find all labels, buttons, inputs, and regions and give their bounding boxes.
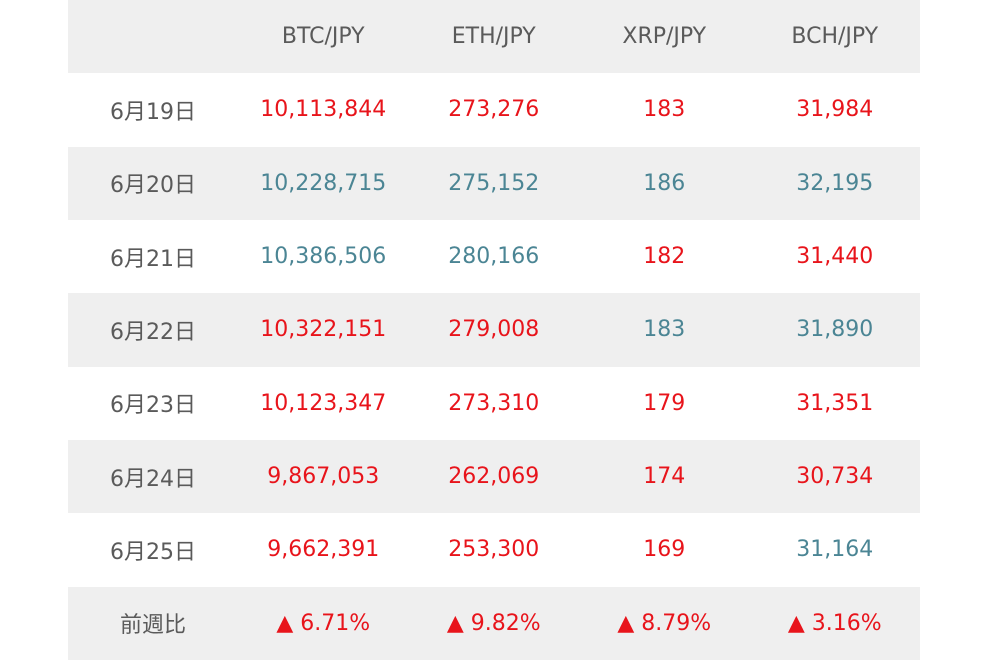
row-label: 6月24日 (110, 466, 196, 492)
row-label: 6月19日 (110, 99, 196, 125)
row-label: 6月22日 (110, 319, 196, 345)
price-cell: 31,164 (796, 537, 874, 563)
price-cell: 9,662,391 (267, 537, 380, 563)
price-cell: 31,351 (796, 390, 874, 416)
table-row: 前週比 ▲ 6.71% ▲ 9.82% ▲ 8.79% ▲ 3.16% (68, 586, 920, 660)
row-label: 6月20日 (110, 173, 196, 199)
price-cell: 9,867,053 (267, 464, 380, 490)
table-row: 6月22日 10,322,151 279,008 183 31,890 (68, 293, 920, 367)
table-row: 6月21日 10,386,506 280,166 182 31,440 (68, 220, 920, 293)
price-cell: 262,069 (448, 464, 540, 490)
table-row: 6月20日 10,228,715 275,152 186 32,195 (68, 146, 920, 220)
price-cell: 32,195 (796, 170, 874, 196)
price-cell: 182 (643, 244, 686, 270)
price-cell: 31,890 (796, 317, 874, 343)
price-cell: 10,113,844 (260, 97, 387, 123)
price-cell: ▲ 3.16% (787, 610, 882, 636)
row-label: 6月25日 (110, 539, 196, 565)
price-cell: 30,734 (796, 464, 874, 490)
row-label: 6月21日 (110, 246, 196, 272)
price-cell: 10,228,715 (260, 170, 387, 196)
price-cell: ▲ 6.71% (276, 610, 371, 636)
price-cell: 169 (643, 537, 686, 563)
price-cell: ▲ 8.79% (617, 610, 712, 636)
row-label: 6月23日 (110, 393, 196, 419)
price-cell: 186 (643, 170, 686, 196)
price-cell: 273,310 (448, 390, 540, 416)
corner-cell (68, 0, 238, 73)
price-cell: 174 (643, 464, 686, 490)
table-row: 6月25日 9,662,391 253,300 169 31,164 (68, 513, 920, 586)
price-cell: 179 (643, 390, 686, 416)
column-header: BCH/JPY (791, 24, 879, 50)
price-cell: 279,008 (448, 317, 540, 343)
table-row: 6月24日 9,867,053 262,069 174 30,734 (68, 440, 920, 514)
price-cell: 10,123,347 (260, 390, 387, 416)
table-row: 6月19日 10,113,844 273,276 183 31,984 (68, 73, 920, 146)
row-label: 前週比 (119, 613, 186, 639)
column-header: BTC/JPY (281, 24, 365, 50)
price-cell: 183 (643, 317, 686, 343)
price-cell: 273,276 (448, 97, 540, 123)
price-cell: 183 (643, 97, 686, 123)
table-row: 6月23日 10,123,347 273,310 179 31,351 (68, 367, 920, 440)
header-row: BTC/JPY ETH/JPY XRP/JPY BCH/JPY (68, 0, 920, 74)
price-cell: 10,322,151 (260, 317, 387, 343)
column-header: ETH/JPY (451, 24, 536, 50)
price-cell: ▲ 9.82% (446, 610, 541, 636)
column-header: XRP/JPY (622, 24, 707, 50)
price-cell: 31,984 (796, 97, 874, 123)
price-table: BTC/JPY ETH/JPY XRP/JPY BCH/JPY 6月19日 10,113,… (68, 0, 920, 660)
price-cell: 10,386,506 (260, 244, 387, 270)
price-cell: 280,166 (448, 244, 540, 270)
price-cell: 253,300 (448, 537, 540, 563)
price-cell: 31,440 (796, 244, 874, 270)
price-cell: 275,152 (448, 170, 540, 196)
